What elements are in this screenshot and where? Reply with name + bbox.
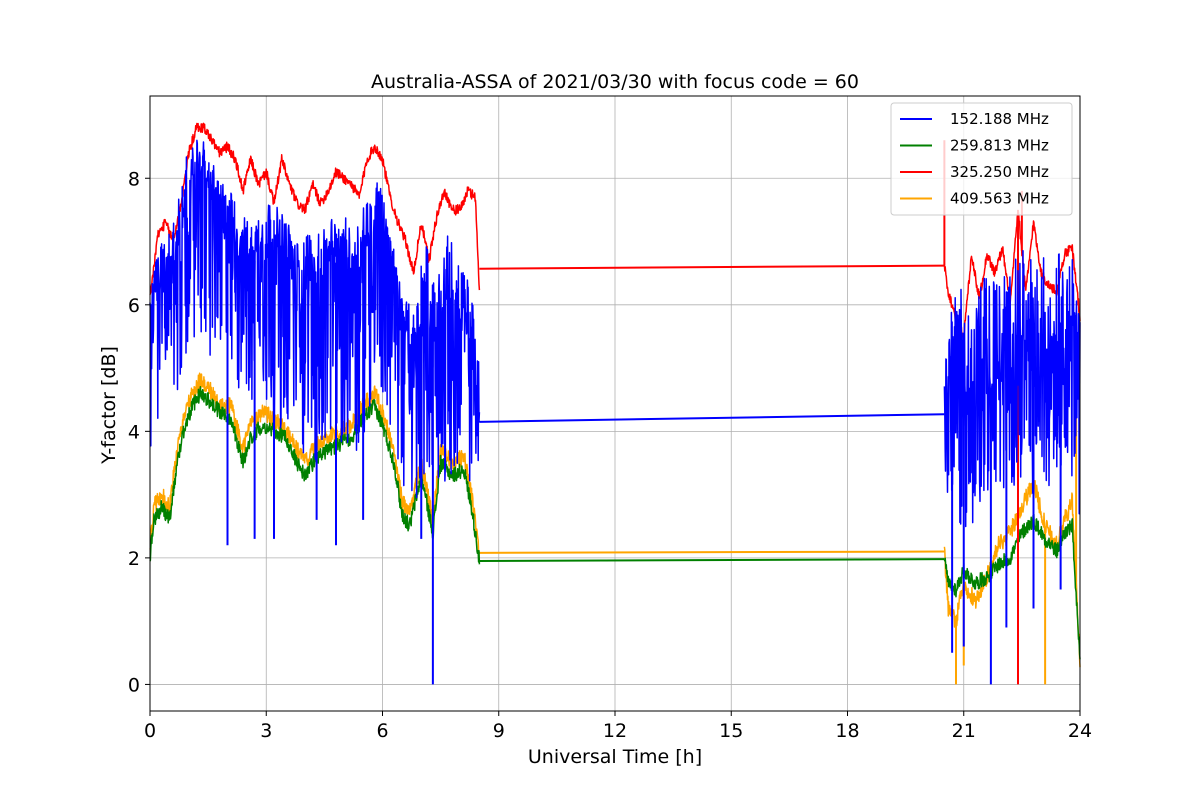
series-152-188-mhz (149, 139, 1081, 685)
series-line (149, 139, 481, 499)
x-tick-label: 3 (260, 720, 272, 742)
series-gap-line (479, 264, 945, 270)
series-gap-line (479, 558, 945, 563)
chart-title: Australia-ASSA of 2021/03/30 with focus … (371, 71, 859, 93)
x-tick-label: 9 (493, 720, 505, 742)
series-line (149, 386, 481, 565)
legend-label: 152.188 MHz (950, 110, 1049, 128)
y-tick-label: 4 (128, 421, 140, 443)
legend: 152.188 MHz 259.813 MHz 325.250 MHz 409.563… (890, 102, 1073, 216)
series-line (149, 122, 481, 295)
plot-series (149, 122, 1081, 685)
y-tick-label: 0 (128, 674, 140, 696)
series-line (943, 250, 1081, 528)
x-tick-label: 18 (835, 720, 859, 742)
legend-box (890, 102, 1073, 216)
x-tick-label: 15 (719, 720, 743, 742)
series-line (943, 210, 1081, 341)
y-tick-label: 8 (128, 168, 140, 190)
y-axis-label: Y-factor [dB] (98, 346, 120, 465)
x-tick-label: 21 (952, 720, 976, 742)
x-tick-label: 24 (1068, 720, 1092, 742)
y-tick-label: 2 (128, 548, 140, 570)
series-gap-line (479, 550, 945, 554)
x-axis-label: Universal Time [h] (528, 746, 702, 768)
legend-label: 259.813 MHz (950, 137, 1049, 155)
legend-label: 325.250 MHz (950, 163, 1049, 181)
y-tick-label: 6 (128, 295, 140, 317)
x-tick-label: 12 (603, 720, 627, 742)
x-tick-label: 6 (376, 720, 388, 742)
series-259-813-mhz (149, 386, 1081, 660)
series-gap-line (479, 413, 945, 423)
series-line (943, 513, 1081, 660)
legend-label: 409.563 MHz (950, 190, 1049, 208)
x-tick-label: 0 (144, 720, 156, 742)
